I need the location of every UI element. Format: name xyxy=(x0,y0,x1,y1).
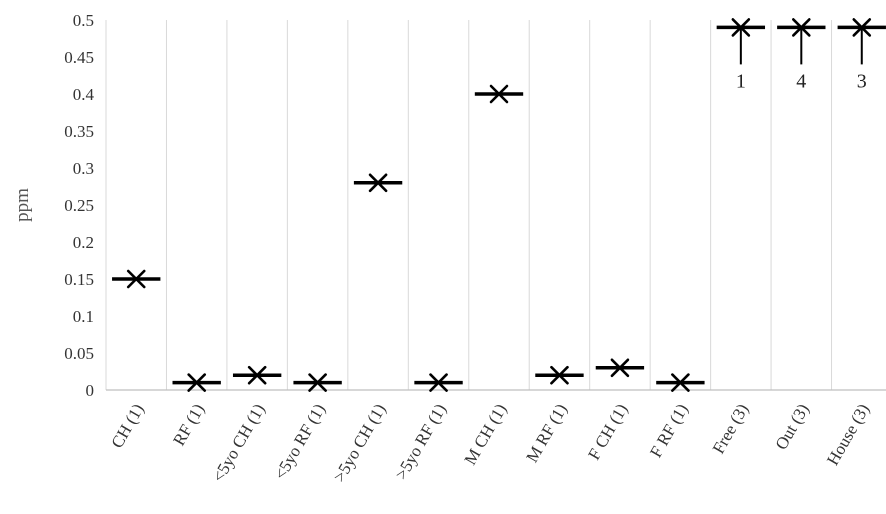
x-tick-labels: CH (1) RF (1) <5yo CH (1) <5yo RF (1) >5yo C… xyxy=(107,401,873,486)
annotation-labels: 1 4 3 xyxy=(736,70,867,92)
y-tick-label: 0 xyxy=(86,381,95,400)
y-tick-labels: 0 0.05 0.1 0.15 0.2 0.25 0.3 0.35 0.4 0.45 0.5 xyxy=(64,11,94,400)
data-marker xyxy=(414,373,463,392)
x-marker xyxy=(792,18,811,37)
y-tick-label: 0.45 xyxy=(64,48,94,67)
x-tick-label: >5yo RF (1) xyxy=(391,401,450,483)
x-marker xyxy=(187,373,206,392)
annotation-label: 1 xyxy=(736,70,746,92)
x-tick-label: <5yo CH (1) xyxy=(209,401,269,486)
y-tick-label: 0.15 xyxy=(64,270,94,289)
data-marker xyxy=(716,18,766,65)
data-marker xyxy=(232,365,282,385)
data-marker xyxy=(293,373,342,392)
x-tick-label: House (3) xyxy=(823,401,873,469)
x-marker xyxy=(368,173,388,193)
y-tick-label: 0.25 xyxy=(64,196,94,215)
x-marker xyxy=(489,84,509,104)
data-marker xyxy=(656,373,705,392)
x-marker xyxy=(308,373,327,392)
x-marker xyxy=(247,365,267,385)
data-marker xyxy=(172,373,221,392)
data-markers xyxy=(112,18,886,392)
data-marker xyxy=(474,84,524,104)
y-tick-label: 0.05 xyxy=(64,344,94,363)
y-tick-label: 0.4 xyxy=(73,85,95,104)
annotation-label: 4 xyxy=(796,70,806,92)
x-tick-label: Out (3) xyxy=(772,401,813,453)
y-tick-label: 0.5 xyxy=(73,11,94,30)
y-tick-label: 0.1 xyxy=(73,307,94,326)
x-tick-label: F RF (1) xyxy=(646,401,692,461)
x-marker xyxy=(852,18,872,37)
annotation-label: 3 xyxy=(857,70,867,92)
y-axis-label: ppm xyxy=(12,188,33,222)
y-tick-label: 0.2 xyxy=(73,233,94,252)
data-marker xyxy=(595,358,645,378)
x-tick-label: >5yo CH (1) xyxy=(330,401,390,486)
x-tick-label: CH (1) xyxy=(107,401,147,452)
data-marker xyxy=(112,269,161,289)
x-tick-label: M CH (1) xyxy=(460,401,510,469)
x-tick-label: RF (1) xyxy=(169,401,208,449)
x-tick-label: Free (3) xyxy=(709,401,753,458)
x-marker xyxy=(671,373,690,392)
x-marker xyxy=(429,373,448,392)
y-tick-label: 0.35 xyxy=(64,122,94,141)
y-tick-label: 0.3 xyxy=(73,159,94,178)
data-marker xyxy=(353,173,403,193)
data-marker xyxy=(837,18,886,65)
x-marker xyxy=(731,18,751,37)
x-marker xyxy=(550,365,569,385)
x-tick-label: F CH (1) xyxy=(584,401,631,464)
data-marker xyxy=(535,365,584,385)
data-marker xyxy=(777,18,826,65)
x-marker xyxy=(610,358,630,378)
x-marker xyxy=(126,269,146,289)
x-tick-label: <5yo RF (1) xyxy=(271,401,330,483)
grid-lines xyxy=(105,20,886,391)
x-tick-label: M RF (1) xyxy=(522,401,571,466)
